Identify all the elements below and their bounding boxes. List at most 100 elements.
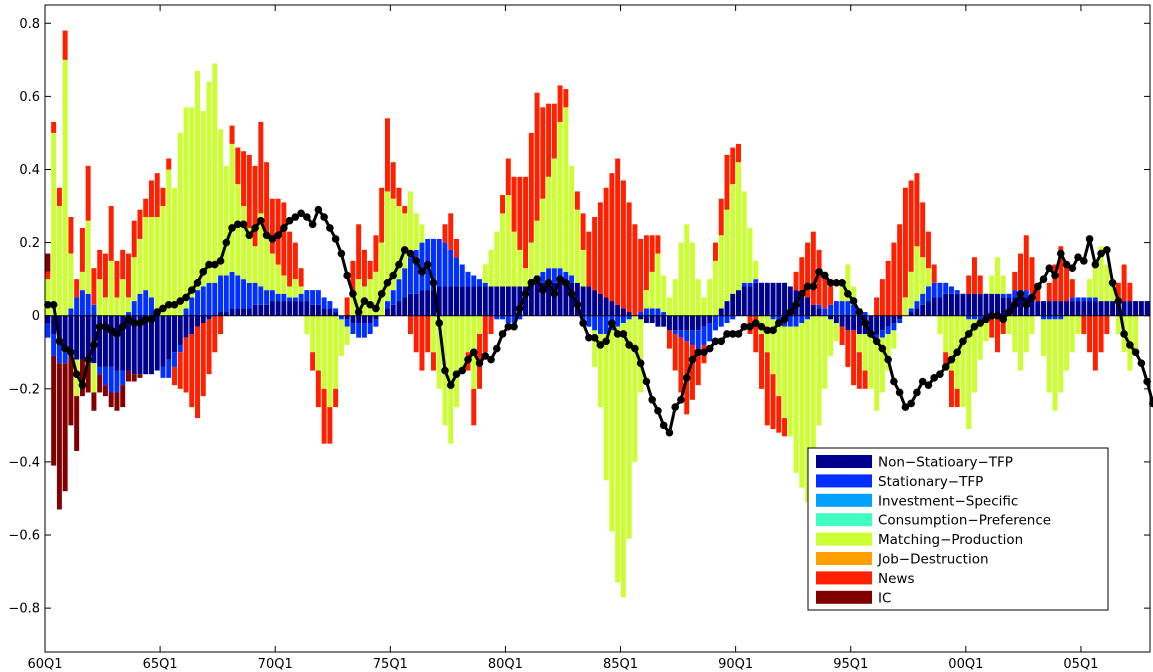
bar-segment [102, 253, 108, 298]
bar-segment [523, 268, 529, 287]
bar-segment [235, 147, 241, 185]
bar-segment [310, 290, 316, 305]
bar-segment [626, 202, 632, 313]
line-point [136, 319, 144, 327]
bar-segment [851, 330, 857, 386]
bar-segment [246, 282, 252, 309]
bar-segment [471, 275, 477, 287]
line-point [844, 289, 852, 298]
bar-segment [177, 132, 183, 316]
line-point [1143, 377, 1151, 386]
bar-segment [661, 315, 667, 327]
line-point [1005, 308, 1013, 316]
bar-segment [1000, 315, 1006, 334]
line-point [780, 315, 789, 324]
bar-segment [569, 275, 575, 283]
bar-segment [574, 282, 580, 316]
bar-segment [281, 202, 287, 276]
bar-segment [759, 333, 765, 389]
bar-segment [310, 304, 316, 316]
bar-segment [356, 224, 362, 280]
bar-segment [713, 260, 718, 316]
line-point [625, 341, 633, 349]
bar-segment [920, 257, 926, 294]
bar-segment [200, 111, 206, 287]
line-point [682, 374, 691, 382]
bar-segment [195, 326, 200, 419]
bar-segment [97, 279, 103, 316]
bar-segment [206, 319, 212, 375]
line-point [700, 348, 708, 357]
bar-segment [874, 315, 880, 334]
bar-segment [235, 275, 241, 309]
bar-segment [183, 308, 189, 316]
bar-segment [1127, 282, 1133, 302]
bar-segment [120, 370, 126, 386]
bar-segment [482, 315, 488, 353]
bar-segment [189, 333, 195, 408]
line-point [124, 315, 133, 324]
bar-segment [407, 315, 413, 334]
bar-segment [344, 297, 350, 316]
bar-segment [845, 315, 851, 331]
bar-segment [517, 176, 523, 250]
bar-segment [759, 282, 765, 316]
bar-segment [937, 315, 943, 334]
bar-segment [914, 173, 920, 247]
bar-segment [160, 206, 166, 316]
bar-segment [661, 275, 667, 313]
line-point [234, 220, 242, 229]
line-point [665, 428, 674, 437]
x-tick-label: 70Q1 [258, 657, 293, 672]
bar-segment [1087, 315, 1093, 353]
bar-segment [580, 249, 586, 287]
bar-segment [1012, 290, 1018, 298]
bar-segment [258, 286, 264, 305]
bar-segment [862, 370, 868, 389]
line-point [504, 322, 513, 331]
bar-segment [384, 308, 390, 316]
line-point [1091, 260, 1100, 269]
bar-segment [839, 301, 845, 316]
line-point [705, 344, 714, 353]
bar-segment [200, 323, 206, 397]
bar-segment [597, 293, 603, 316]
bar-segment [828, 286, 834, 305]
line-point [740, 322, 749, 331]
line-point [1131, 348, 1140, 357]
line-point [792, 300, 800, 309]
bar-segment [655, 315, 661, 327]
bar-segment [805, 297, 811, 316]
bar-segment [56, 344, 62, 364]
bar-segment [413, 213, 419, 250]
bar-segment [45, 253, 51, 272]
line-point [199, 268, 208, 276]
bar-segment [908, 180, 914, 272]
y-tick-label: −0.6 [8, 529, 40, 544]
bar-segment [350, 315, 356, 324]
bar-segment [643, 290, 649, 309]
bar-segment [68, 308, 74, 316]
bar-segment [563, 282, 569, 316]
bar-segment [114, 315, 120, 371]
y-tick-label: 0.4 [19, 163, 40, 178]
bar-segment [776, 323, 782, 397]
line-point [585, 333, 593, 342]
bar-segment [1133, 315, 1139, 353]
bar-segment [713, 315, 718, 331]
bar-segment [246, 154, 252, 228]
bar-segment [701, 297, 707, 316]
line-point [774, 319, 783, 327]
bar-segment [189, 107, 195, 298]
bar-segment [102, 315, 108, 367]
bar-segment [68, 217, 74, 254]
bar-segment [1069, 315, 1075, 353]
bar-segment [413, 249, 419, 294]
bar-segment [160, 315, 166, 367]
bar-segment [805, 315, 811, 320]
bar-segment [361, 323, 367, 338]
bar-segment [856, 333, 862, 353]
bar-segment [770, 315, 776, 320]
bar-segment [321, 308, 327, 316]
bar-segment [402, 297, 408, 316]
